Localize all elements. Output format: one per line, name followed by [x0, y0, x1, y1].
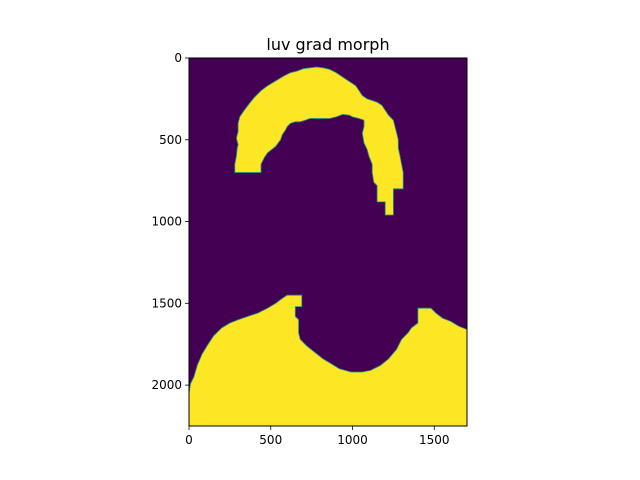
x-tick-label: 0	[185, 433, 193, 447]
y-tick-label: 1500	[151, 296, 182, 310]
y-tick-label: 0	[174, 51, 182, 65]
x-axis: 0 500 1000 1500	[185, 426, 450, 447]
x-tick-label: 1500	[419, 433, 450, 447]
x-tick-label: 1000	[337, 433, 368, 447]
x-tick-label: 500	[259, 433, 282, 447]
y-tick-label: 500	[159, 133, 182, 147]
plot-frame	[188, 57, 468, 427]
heatmap-region-lower-arc	[188, 294, 468, 427]
heatmap-region-upper-arc	[234, 66, 404, 216]
y-tick-label: 1000	[151, 215, 182, 229]
y-tick-label: 2000	[151, 378, 182, 392]
y-axis: 0 500 1000 1500 2000	[151, 51, 189, 392]
plot-area	[188, 57, 468, 427]
chart-title: luv grad morph	[266, 35, 389, 54]
